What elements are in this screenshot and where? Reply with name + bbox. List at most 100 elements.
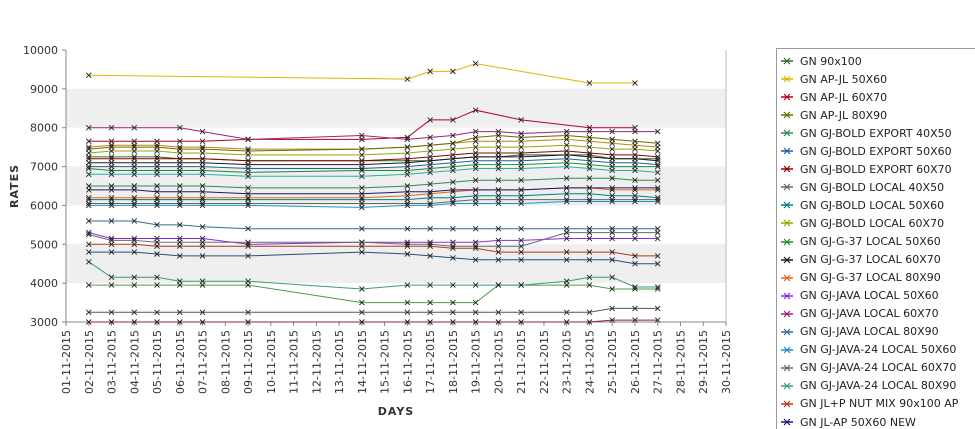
data-point-marker — [654, 169, 661, 176]
unlabeled-series-0-group — [85, 305, 661, 316]
data-point-marker — [609, 192, 616, 199]
series-16-group — [85, 198, 661, 211]
data-point-marker — [427, 134, 433, 141]
y-axis-title: RATES — [8, 164, 21, 208]
data-point-marker — [199, 159, 206, 166]
data-point-marker — [586, 175, 593, 182]
data-point-marker — [131, 241, 138, 248]
data-point-marker — [609, 235, 616, 242]
x-tick-label: 29-11-2015 — [697, 330, 710, 394]
series-lines — [85, 60, 661, 325]
data-point-marker — [85, 150, 92, 156]
data-point-marker — [199, 319, 206, 325]
data-point-marker — [518, 237, 524, 244]
data-point-marker — [154, 148, 160, 154]
data-point-marker — [85, 159, 92, 166]
data-point-marker — [609, 249, 616, 255]
data-point-marker — [427, 202, 433, 209]
data-point-marker — [450, 140, 456, 147]
data-point-marker — [586, 274, 593, 281]
data-point-marker — [654, 253, 661, 259]
data-point-marker — [495, 319, 502, 325]
x-tick-label: 06-11-2015 — [174, 330, 187, 394]
data-point-marker — [245, 243, 251, 250]
x-tick-label: 11-11-2015 — [288, 330, 301, 394]
data-point-marker — [154, 274, 160, 281]
data-point-marker — [450, 146, 456, 152]
data-point-marker — [245, 169, 251, 176]
data-point-marker — [518, 319, 524, 325]
data-point-marker — [154, 167, 160, 174]
data-point-marker — [199, 150, 206, 156]
data-point-marker — [586, 161, 593, 168]
legend-marker-icon — [781, 129, 793, 137]
data-point-marker — [108, 241, 115, 248]
legend-label: GN JL+P NUT MIX 90x100 AP — [800, 397, 959, 411]
data-point-marker — [85, 171, 92, 178]
legend-item: GN JL+P NUT MIX 90x100 AP — [781, 395, 958, 413]
x-tick-label: 12-11-2015 — [310, 330, 323, 394]
legend-label: GN GJ-G-37 LOCAL 50X60 — [800, 235, 941, 248]
legend-marker-icon — [781, 328, 793, 336]
data-point-marker — [563, 319, 570, 325]
legend-marker-icon — [781, 165, 793, 173]
data-point-marker — [563, 309, 570, 316]
data-point-marker — [586, 249, 593, 255]
data-point-marker — [108, 249, 115, 255]
data-point-marker — [632, 185, 638, 191]
data-point-marker — [495, 257, 502, 263]
legend-item: GN JL-AP 50X60 NEW — [781, 413, 916, 429]
data-point-marker — [404, 282, 411, 288]
data-point-marker — [472, 309, 479, 316]
x-tick-label: 09-11-2015 — [242, 330, 255, 394]
data-point-marker — [609, 257, 616, 263]
data-point-marker — [563, 190, 570, 197]
data-point-marker — [199, 167, 206, 174]
data-point-marker — [632, 138, 638, 145]
data-point-marker — [427, 225, 433, 232]
data-point-marker — [404, 167, 411, 174]
data-point-marker — [563, 229, 570, 236]
data-point-marker — [427, 157, 433, 164]
legend-item: GN GJ-BOLD EXPORT 50X60 — [781, 142, 952, 160]
data-point-marker — [472, 257, 479, 263]
data-point-marker — [586, 257, 593, 263]
data-point-marker — [632, 317, 638, 323]
data-point-marker — [404, 159, 411, 166]
data-point-marker — [586, 80, 593, 86]
legend-marker-icon — [781, 364, 793, 372]
legend-marker-icon — [781, 93, 793, 101]
data-point-marker — [108, 309, 115, 316]
series-2-group — [85, 107, 638, 145]
data-point-marker — [563, 175, 570, 182]
legend-marker-icon — [781, 292, 793, 300]
data-point-marker — [359, 249, 365, 255]
legend-marker-icon — [781, 238, 793, 245]
x-tick-label: 26-11-2015 — [629, 330, 642, 394]
data-point-marker — [154, 222, 160, 228]
series-14-group — [85, 124, 661, 143]
data-point-marker — [632, 177, 638, 183]
data-point-marker — [632, 305, 638, 312]
x-tick-label: 04-11-2015 — [128, 330, 141, 394]
data-point-marker — [427, 309, 433, 316]
data-point-marker — [654, 198, 661, 205]
data-point-marker — [472, 319, 479, 325]
data-point-marker — [609, 163, 616, 170]
x-tick-label: 08-11-2015 — [219, 330, 232, 394]
legend-label: GN GJ-BOLD EXPORT 50X60 — [800, 144, 952, 158]
data-point-marker — [586, 154, 593, 160]
legend-label: GN GJ-G-37 LOCAL 60X70 — [800, 253, 941, 267]
data-point-marker — [495, 138, 502, 145]
data-point-marker — [85, 218, 92, 224]
data-point-marker — [404, 76, 411, 82]
data-point-marker — [176, 138, 183, 145]
data-point-marker — [176, 222, 183, 228]
data-point-marker — [472, 144, 479, 150]
series-17-line — [88, 232, 658, 247]
data-point-marker — [632, 284, 638, 290]
legend-item: GN GJ-BOLD EXPORT 40X50 — [781, 124, 952, 142]
legend-item: GN GJ-JAVA LOCAL 80X90 — [781, 323, 939, 341]
data-point-marker — [495, 225, 502, 232]
